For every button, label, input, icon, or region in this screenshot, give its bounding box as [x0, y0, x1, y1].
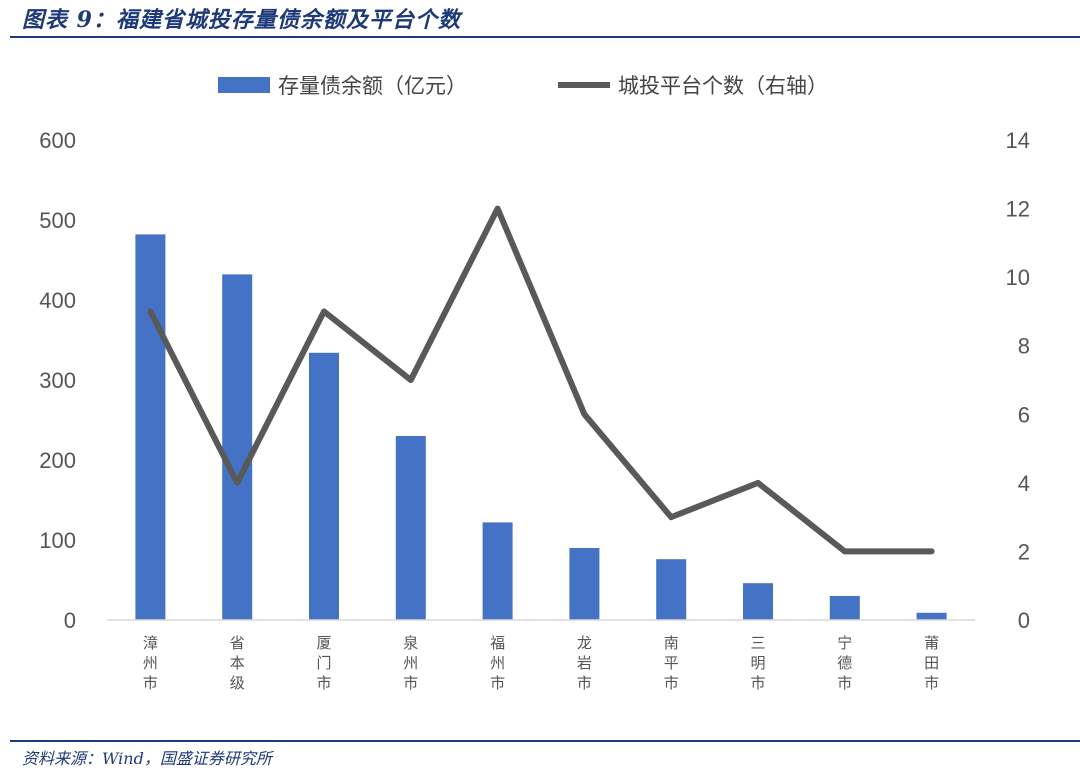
category-label: 省本级 — [230, 634, 245, 692]
left-tick-label: 0 — [64, 608, 76, 633]
bar — [395, 436, 426, 620]
right-tick-label: 4 — [1018, 471, 1030, 496]
figure-title: 图表 9：福建省城投存量债余额及平台个数 — [22, 7, 461, 33]
category-label: 泉州市 — [403, 634, 418, 692]
bar — [482, 522, 513, 620]
right-tick-label: 2 — [1018, 539, 1030, 564]
bar — [656, 559, 687, 620]
category-label: 龙岩市 — [577, 634, 592, 692]
bar — [309, 352, 339, 620]
left-tick-label: 300 — [39, 368, 76, 393]
right-axis: 0 2 4 6 8 10 12 14 — [1006, 128, 1030, 633]
category-labels: 漳州市 省本级 厦门市 泉州市 福州市 龙岩市 南平市 三明市 宁德市 莆田市 — [143, 634, 939, 692]
right-tick-label: 0 — [1018, 608, 1030, 633]
right-tick-label: 12 — [1006, 197, 1030, 222]
legend-swatch-bar — [218, 77, 270, 93]
left-tick-label: 100 — [39, 528, 76, 553]
right-tick-label: 8 — [1018, 334, 1030, 359]
left-tick-label: 600 — [39, 128, 76, 153]
bar — [135, 234, 166, 620]
left-tick-label: 500 — [39, 208, 76, 233]
legend-label-bar: 存量债余额（亿元） — [278, 74, 467, 98]
source-note: 资料来源：Wind，国盛证券研究所 — [22, 749, 272, 768]
bar — [829, 596, 860, 620]
line-series — [147, 205, 935, 555]
bar — [916, 612, 947, 620]
bar — [743, 583, 773, 620]
bar — [222, 274, 253, 620]
category-label: 南平市 — [664, 634, 679, 692]
left-tick-label: 200 — [39, 448, 76, 473]
series-line — [147, 205, 935, 555]
left-axis: 0 100 200 300 400 500 600 — [39, 128, 76, 633]
category-label: 宁德市 — [837, 634, 852, 692]
legend-label-line: 城投平台个数（右轴） — [618, 74, 828, 98]
category-label: 福州市 — [490, 634, 505, 692]
bottom-divider — [10, 740, 1080, 742]
category-label: 莆田市 — [924, 634, 939, 692]
category-label: 三明市 — [750, 634, 765, 692]
category-label: 厦门市 — [316, 634, 331, 692]
bar — [569, 548, 600, 620]
right-tick-label: 6 — [1018, 402, 1030, 427]
legend: 存量债余额（亿元） 城投平台个数（右轴） — [218, 74, 828, 98]
left-tick-label: 400 — [39, 288, 76, 313]
category-label: 漳州市 — [143, 634, 158, 692]
top-divider — [10, 36, 1080, 38]
right-tick-label: 10 — [1006, 265, 1030, 290]
bar-series — [135, 234, 947, 620]
right-tick-label: 14 — [1006, 128, 1030, 153]
